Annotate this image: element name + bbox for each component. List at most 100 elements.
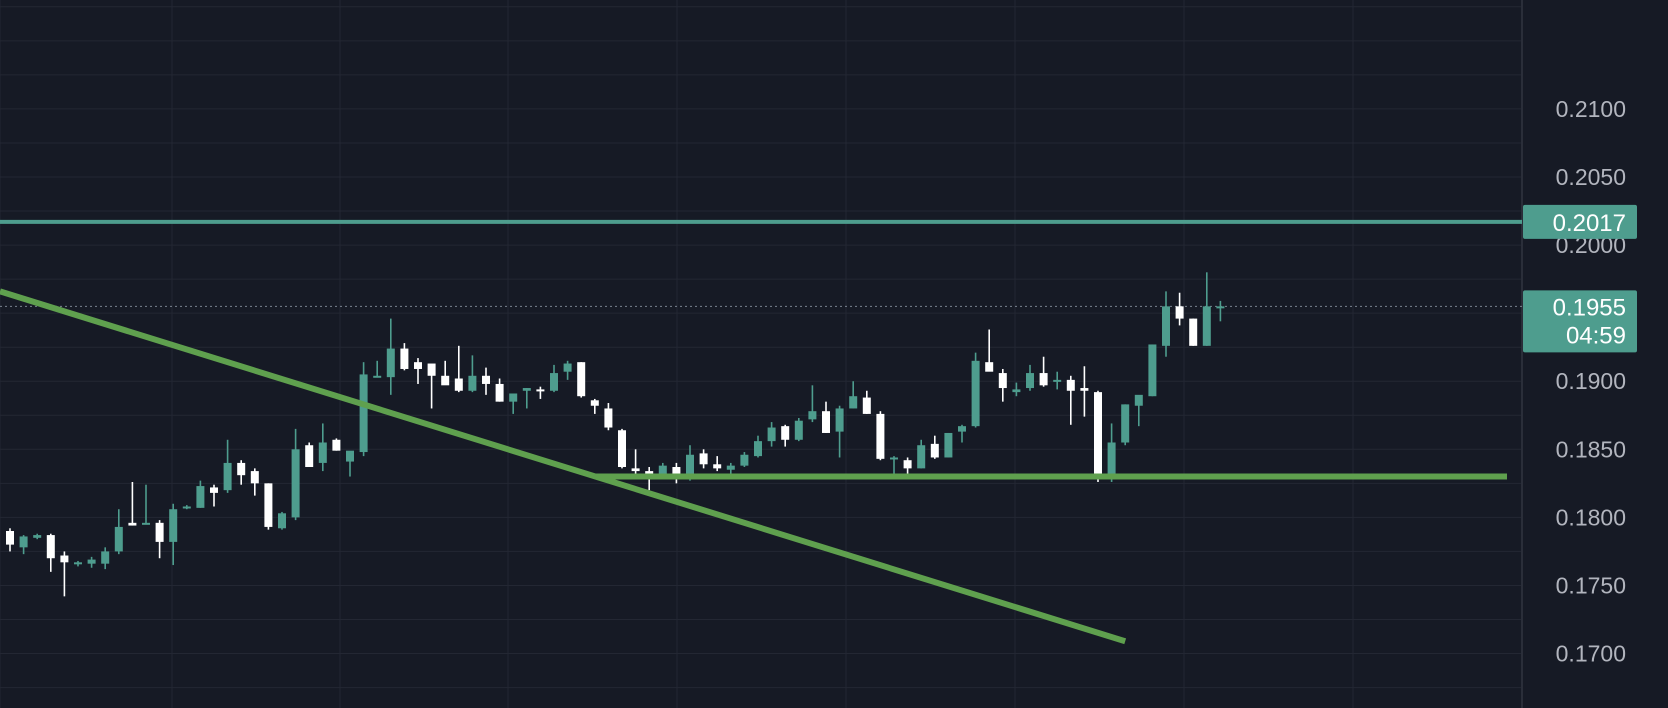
candle-body [808, 411, 817, 420]
candle-body [672, 467, 681, 478]
candle-body [835, 408, 844, 432]
y-tick-label: 0.1900 [1556, 368, 1626, 394]
candle [971, 352, 980, 428]
candle [6, 528, 14, 552]
candle [713, 456, 722, 472]
candle [1053, 371, 1062, 390]
candle-body [6, 531, 14, 545]
candle [794, 417, 803, 442]
candle [114, 509, 123, 555]
candle-body [876, 413, 885, 459]
candle-body [699, 453, 708, 465]
candle-body [101, 551, 110, 564]
candle [618, 428, 626, 469]
candle-body [618, 430, 626, 468]
candle-body [971, 360, 980, 427]
candle [318, 423, 327, 472]
candle [182, 505, 191, 510]
candle-body [182, 506, 191, 509]
candle [128, 481, 137, 526]
candle-body [223, 462, 232, 491]
candle [19, 535, 28, 555]
candle-body [1162, 306, 1170, 346]
candle [876, 411, 885, 461]
candle [862, 390, 871, 414]
candle-body [359, 374, 368, 453]
candle [46, 533, 55, 572]
candle [441, 360, 450, 386]
y-tick-label: 0.1850 [1556, 436, 1626, 462]
candle-body [849, 396, 858, 409]
candle [250, 468, 259, 496]
descending-trend-line[interactable] [0, 288, 1127, 645]
candle-body [237, 462, 246, 476]
candle-body [114, 526, 123, 552]
candle [754, 435, 762, 458]
candle-body [1189, 318, 1198, 346]
candle-body [903, 460, 912, 469]
candle [958, 424, 966, 443]
candle [278, 511, 286, 530]
candle [87, 556, 96, 568]
candle [604, 403, 613, 431]
candle-body [767, 427, 776, 442]
candle [835, 405, 844, 458]
price-axis[interactable]: 0.21000.20500.20000.19000.18500.18000.17… [1523, 96, 1637, 667]
candle [1189, 318, 1198, 346]
candle [468, 355, 477, 393]
candle-body [998, 373, 1007, 389]
candle-body [414, 362, 422, 369]
candle-body [142, 522, 150, 525]
candle [1202, 272, 1211, 346]
candle [917, 439, 926, 469]
drawn-lines [0, 219, 1522, 645]
candle-body [713, 464, 722, 469]
candle-body [1121, 404, 1130, 443]
candle [223, 439, 232, 493]
candle [1012, 382, 1021, 397]
candle [495, 378, 504, 402]
candle-body [468, 375, 477, 391]
candle-body [631, 468, 640, 472]
y-tick-label: 0.2050 [1556, 164, 1626, 190]
candle-body [1148, 344, 1157, 397]
candle [1148, 344, 1157, 397]
candle-body [1202, 306, 1211, 346]
candle [930, 435, 939, 459]
level-price-badge[interactable] [1523, 204, 1637, 239]
candle [101, 547, 110, 570]
y-tick-label: 0.1800 [1556, 504, 1626, 530]
candle-body [74, 562, 82, 565]
candle [454, 345, 463, 393]
candle-body [536, 389, 545, 392]
candle-body [740, 454, 749, 466]
current-price-badge[interactable] [1523, 290, 1637, 353]
candle-body [400, 348, 409, 369]
candle [237, 460, 246, 485]
candle [1094, 390, 1102, 482]
candle [373, 360, 382, 378]
candle-body [155, 522, 164, 542]
candle-body [482, 375, 490, 384]
candle [903, 457, 912, 474]
candle [359, 362, 368, 457]
candle-body [985, 362, 994, 372]
candle [1134, 394, 1143, 427]
candle-body [46, 535, 55, 559]
y-tick-label: 0.1700 [1556, 641, 1626, 667]
candle [822, 401, 830, 433]
candle-body [944, 432, 953, 458]
candle-body [441, 375, 450, 386]
candle-body [19, 536, 28, 548]
candle-body [754, 441, 762, 457]
candle [305, 442, 314, 468]
candle [849, 381, 858, 409]
candle-body [958, 426, 966, 432]
candle [414, 358, 422, 384]
current-price-label: 0.1955 [1553, 294, 1626, 321]
candle-body [454, 378, 463, 391]
candle-body [509, 393, 518, 402]
candle-body [1134, 394, 1143, 406]
